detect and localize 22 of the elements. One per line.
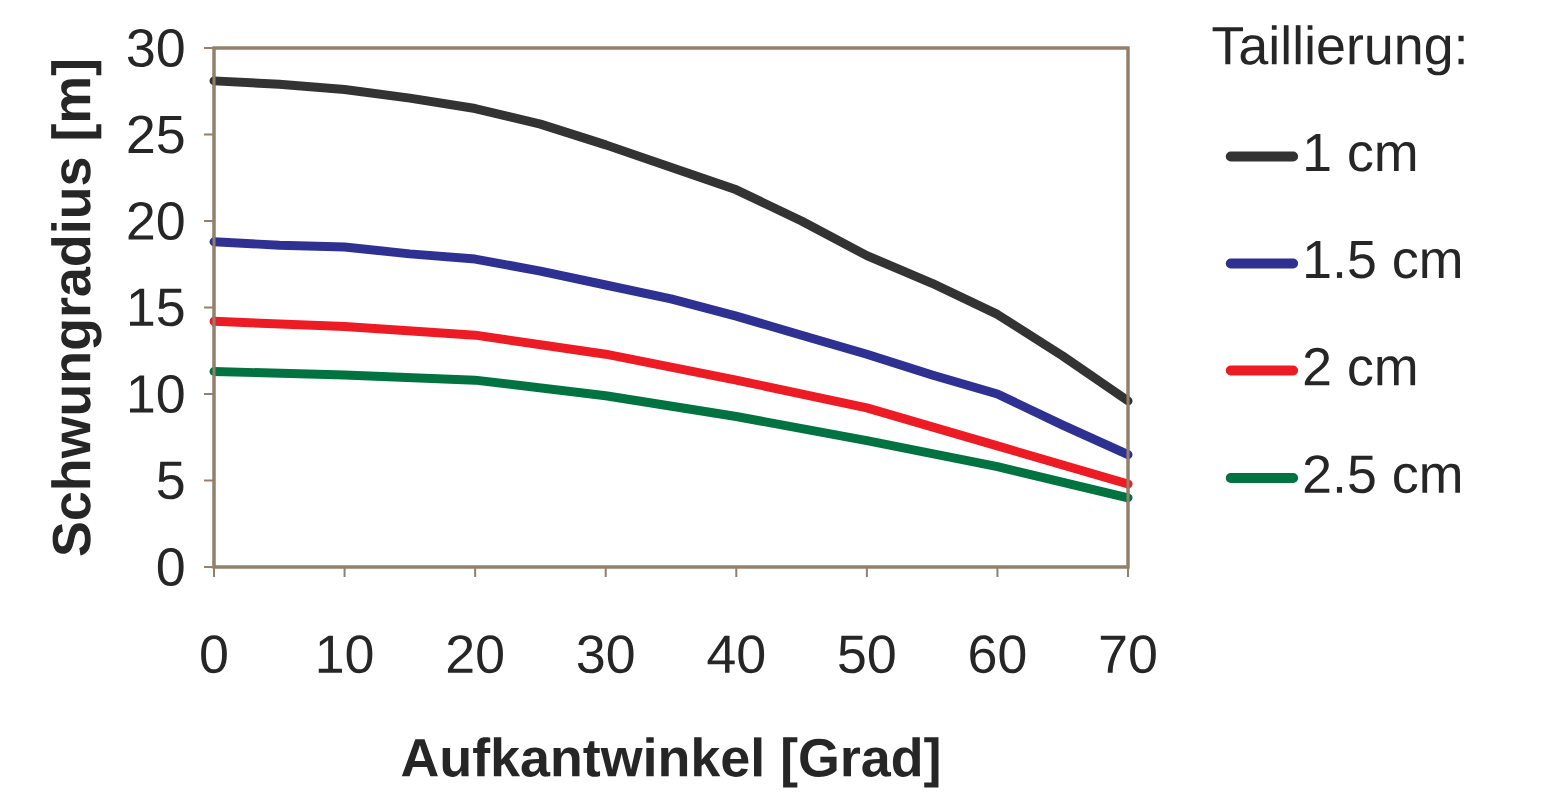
- x-tick-label: 20: [447, 635, 503, 674]
- x-tick-label: 70: [1100, 635, 1156, 674]
- x-tick-label: 10: [318, 635, 373, 674]
- x-tick-label: 0: [201, 635, 227, 674]
- x-axis-title: Aufkantwinkel [Grad]: [401, 737, 939, 788]
- x-tick-label: 30: [577, 635, 634, 674]
- legend-label: 1.5 cm: [1306, 240, 1460, 279]
- y-tick-label: 10: [129, 374, 184, 414]
- y-axis-title: Schwungradius [m]: [51, 60, 102, 556]
- legend-label: 2 cm: [1304, 347, 1416, 386]
- x-tick-label: 40: [707, 635, 765, 674]
- y-tick-label: 5: [157, 461, 184, 500]
- legend-label: 1 cm: [1306, 134, 1416, 172]
- y-tick-label: 20: [128, 201, 184, 241]
- y-tick-label: 25: [128, 115, 184, 154]
- legend-title: Taillierung:: [1212, 25, 1464, 76]
- legend-label: 2.5 cm: [1304, 455, 1460, 494]
- y-tick-label: 0: [157, 547, 184, 587]
- x-tick-label: 50: [839, 635, 895, 674]
- y-tick-label: 15: [129, 288, 184, 327]
- y-tick-label: 30: [127, 28, 184, 68]
- x-tick-label: 60: [970, 635, 1026, 674]
